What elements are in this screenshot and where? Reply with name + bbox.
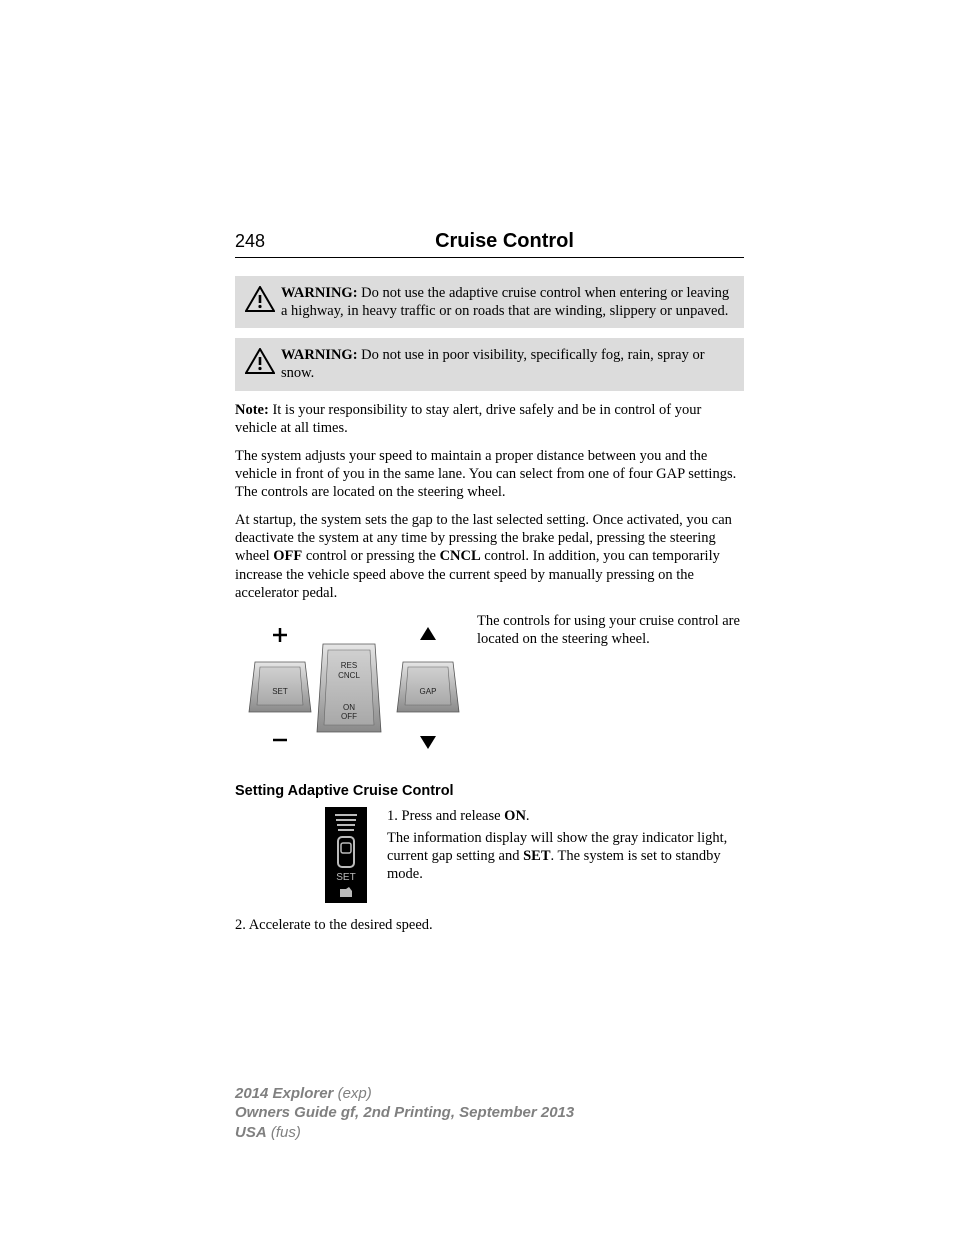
warning-box-2: WARNING: Do not use in poor visibility, … <box>235 338 744 390</box>
warning-icon <box>245 348 275 374</box>
footer-model-code: (exp) <box>333 1085 371 1102</box>
note-text: It is your responsibility to stay alert,… <box>235 402 701 436</box>
step1-b: . <box>526 808 530 824</box>
para2-b: control or pressing the <box>302 548 439 564</box>
note-paragraph: Note: It is your responsibility to stay … <box>235 401 744 437</box>
footer-region-code: (fus) <box>267 1124 301 1141</box>
paragraph-2: At startup, the system sets the gap to t… <box>235 511 744 602</box>
warning-label: WARNING: <box>281 285 358 301</box>
paragraph-1: The system adjusts your speed to maintai… <box>235 447 744 501</box>
controls-figure-row: SET RES CNCL ON OFF GAP <box>235 612 744 767</box>
on-label: ON <box>343 703 355 712</box>
para2-off: OFF <box>273 548 302 564</box>
off-label: OFF <box>341 712 357 721</box>
warning-label: WARNING: <box>281 347 358 363</box>
set-button: SET <box>249 662 311 712</box>
set-label: SET <box>272 687 288 696</box>
indicator-display-icon: SET <box>325 807 367 908</box>
step1-row: SET 1. Press and release ON. The informa… <box>235 807 744 908</box>
gap-button: GAP <box>397 662 459 712</box>
gap-label: GAP <box>420 687 437 696</box>
note-label: Note: <box>235 402 269 418</box>
warning-icon <box>245 286 275 312</box>
step2-text: 2. Accelerate to the desired speed. <box>235 916 744 934</box>
res-label: RES <box>341 661 357 670</box>
footer-model: 2014 Explorer <box>235 1085 333 1102</box>
page-footer: 2014 Explorer (exp) Owners Guide gf, 2nd… <box>235 1084 744 1143</box>
para2-cncl: CNCL <box>440 548 481 564</box>
footer-guide: Owners Guide gf, 2nd Printing, September… <box>235 1103 744 1123</box>
step1-a: 1. Press and release <box>387 808 504 824</box>
warning-box-1: WARNING: Do not use the adaptive cruise … <box>235 276 744 328</box>
triangle-up-icon <box>420 627 436 640</box>
plus-icon <box>273 628 287 642</box>
step1-on: ON <box>504 808 526 824</box>
step1-text: 1. Press and release ON. The information… <box>387 807 744 884</box>
center-button: RES CNCL ON OFF <box>317 644 381 732</box>
triangle-down-icon <box>420 736 436 749</box>
page-header: 248 Cruise Control <box>235 230 744 258</box>
steering-controls-diagram: SET RES CNCL ON OFF GAP <box>235 612 465 767</box>
controls-caption: The controls for using your cruise contr… <box>477 612 744 648</box>
step1-set: SET <box>523 848 550 864</box>
cncl-label: CNCL <box>338 671 360 680</box>
section-heading: Setting Adaptive Cruise Control <box>235 783 744 799</box>
page-number: 248 <box>235 231 265 252</box>
footer-region: USA <box>235 1124 267 1141</box>
page-title: Cruise Control <box>265 230 744 253</box>
indicator-set-label: SET <box>336 872 355 883</box>
